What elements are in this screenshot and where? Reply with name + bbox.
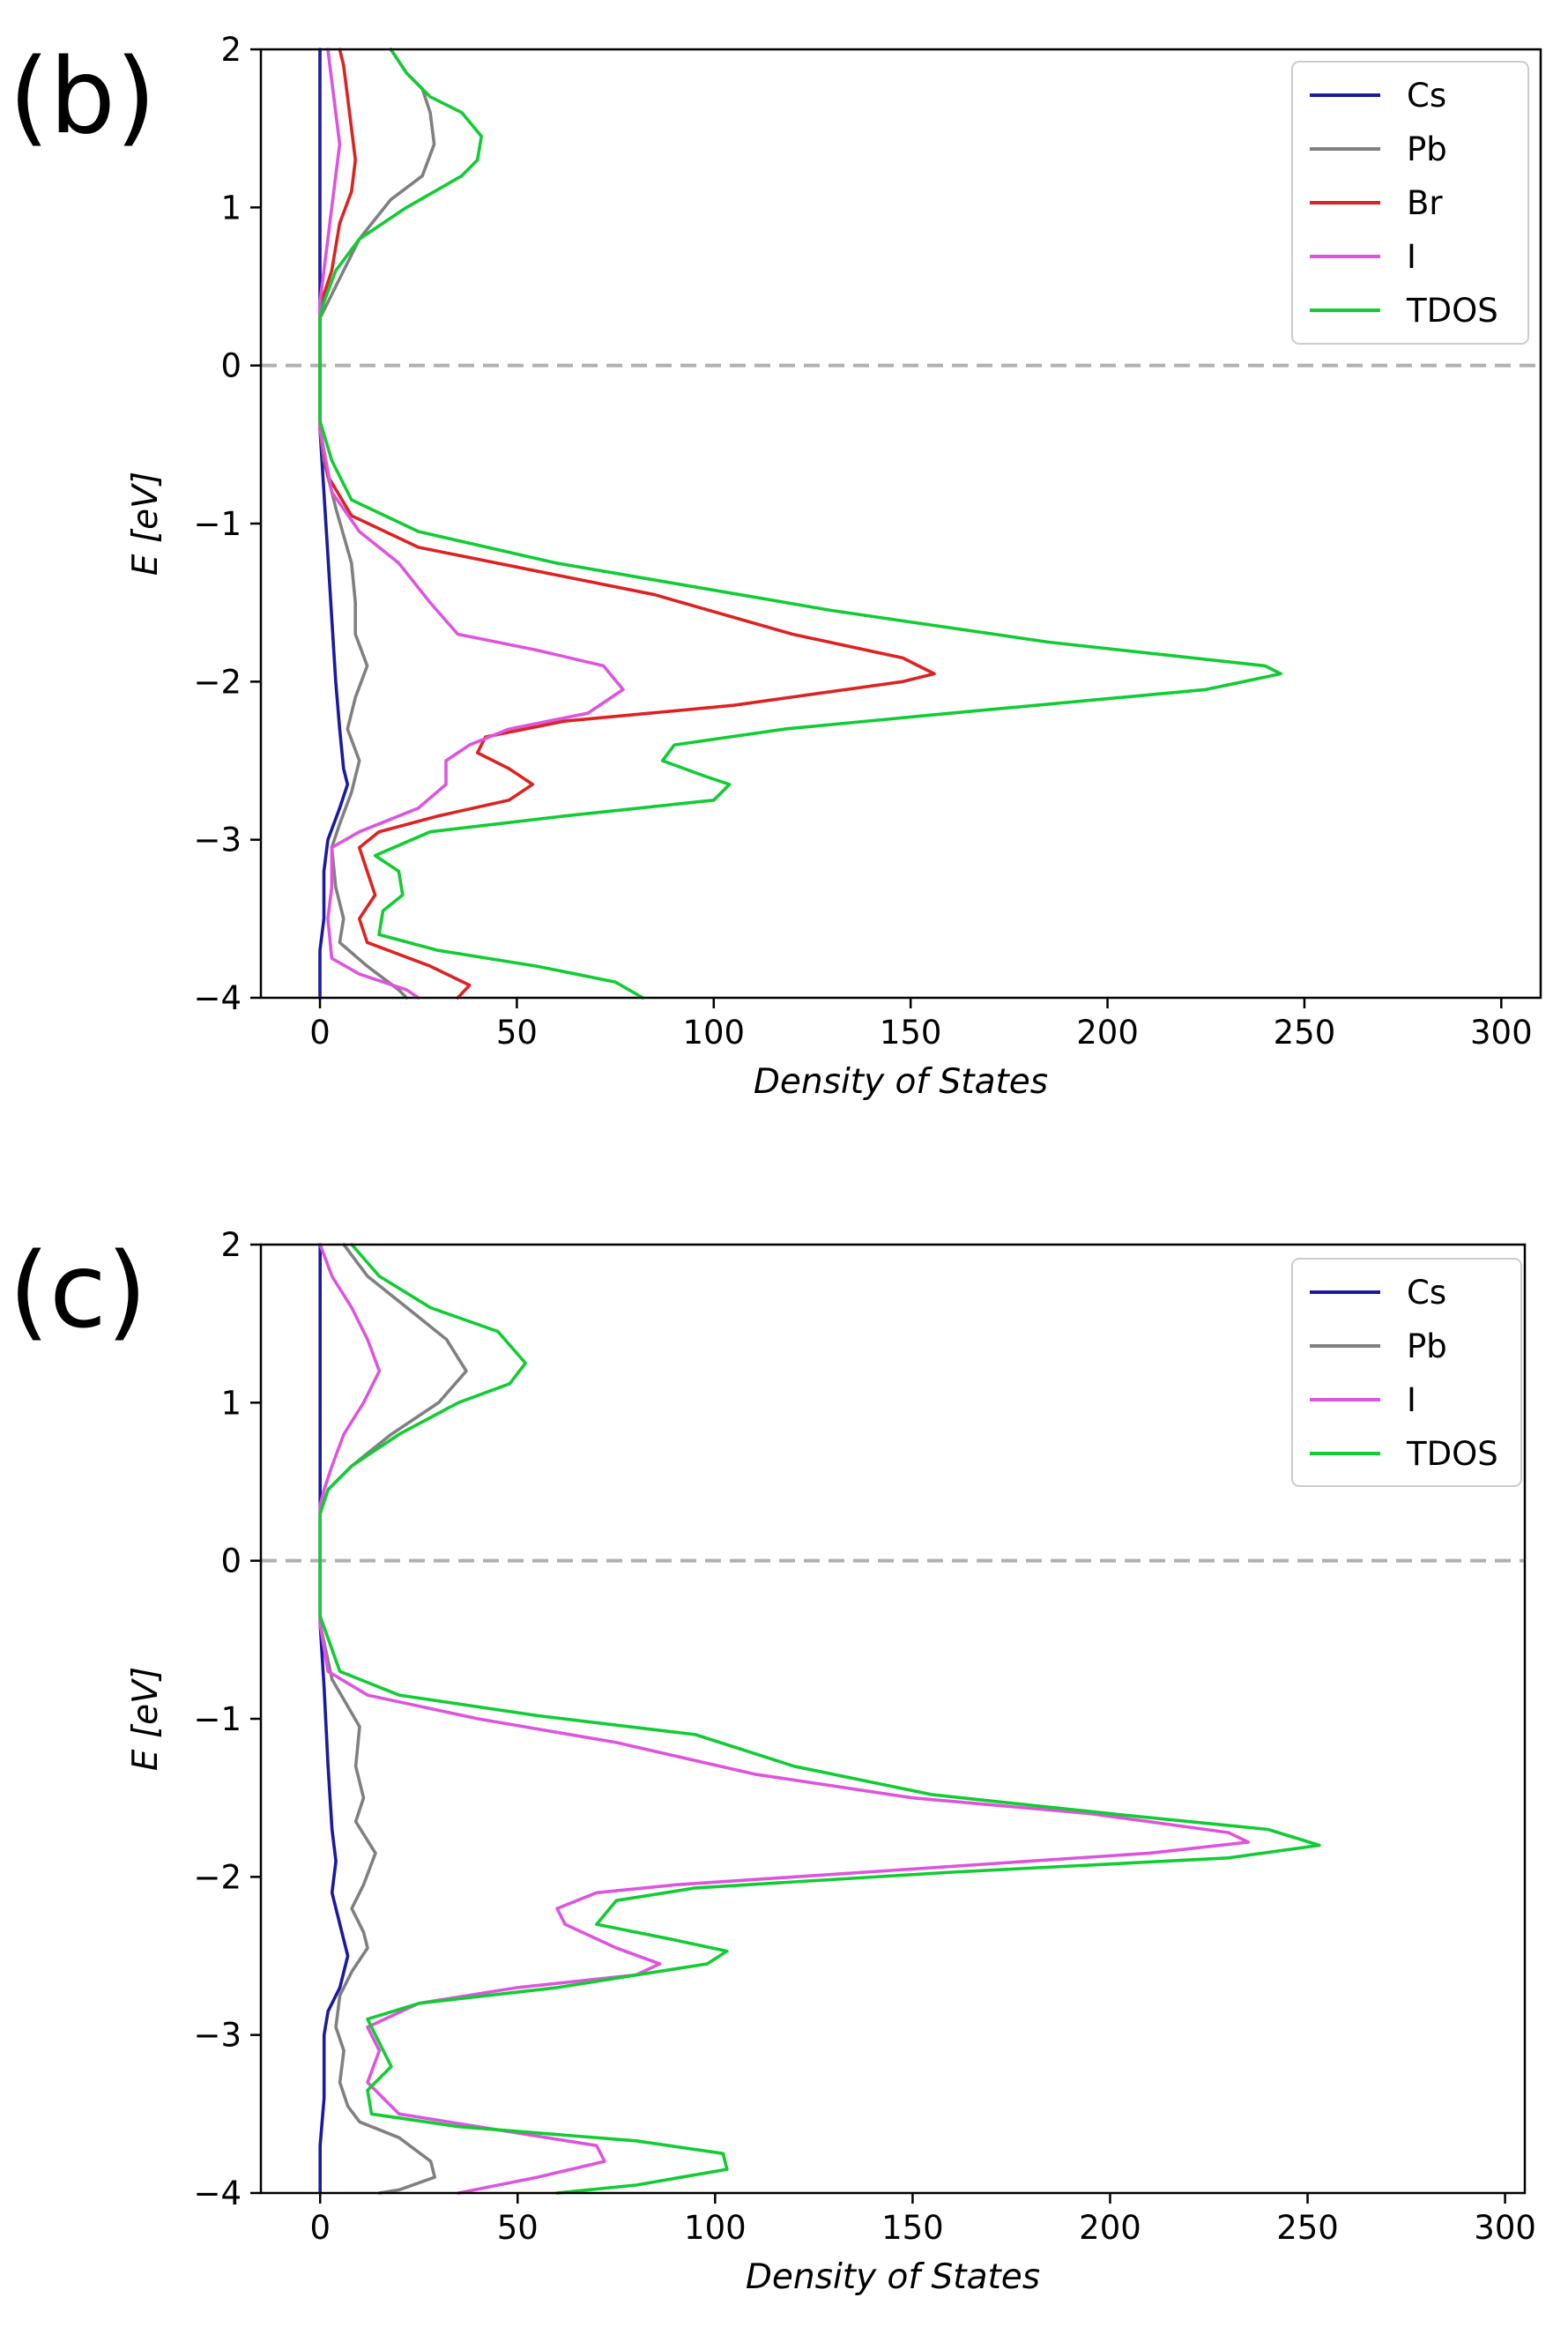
x-tick-label: 100 — [682, 1014, 745, 1052]
y-tick-label: −4 — [193, 2175, 242, 2212]
y-tick-label: 1 — [220, 1384, 242, 1422]
y-tick-label: 1 — [220, 189, 242, 227]
x-tick-label: 0 — [309, 2209, 331, 2247]
legend-box — [1291, 61, 1529, 345]
y-tick-label: −3 — [193, 2017, 242, 2055]
y-tick-label: −3 — [193, 822, 242, 859]
panel-c-chart: (c) 0 50 100 150 200 250 300 −4 −3 −2 −1 0 1 2 Density … — [9, 1226, 1536, 2297]
y-tick-label: 2 — [220, 31, 242, 69]
legend-label-tdos: TDOS — [1406, 1435, 1498, 1473]
y-tick-label: −1 — [193, 1700, 242, 1738]
legend-label-pb: Pb — [1407, 1327, 1447, 1365]
y-tick-label: 2 — [220, 1226, 242, 1264]
legend-box — [1291, 1258, 1522, 1487]
x-tick-label: 50 — [496, 1014, 538, 1052]
legend-label-i: I — [1407, 238, 1416, 276]
panel-label: (c) — [9, 1230, 147, 1351]
y-tick-label: −1 — [193, 505, 242, 543]
series-line-tdos — [318, 1243, 1321, 2195]
x-tick-label: 50 — [497, 2209, 539, 2247]
x-axis-label: Density of States — [746, 2257, 1040, 2297]
series-line-i — [318, 48, 625, 1000]
series-line-tdos — [318, 48, 1282, 1000]
x-tick-label: 300 — [1470, 1014, 1533, 1052]
legend-label-cs: Cs — [1407, 77, 1446, 115]
x-tick-label: 0 — [309, 1014, 331, 1052]
legend: Cs Pb Br I TDOS — [1291, 61, 1529, 345]
y-tick-label: −2 — [193, 663, 242, 701]
x-tick-label: 200 — [1076, 1014, 1139, 1052]
y-tick-label: −4 — [193, 979, 242, 1017]
x-tick-label: 100 — [684, 2209, 747, 2247]
legend-label-pb: Pb — [1407, 130, 1447, 168]
series-line-i — [318, 1243, 1251, 2195]
legend-label-br: Br — [1407, 184, 1443, 222]
panel-label: (b) — [9, 35, 156, 157]
series-line-pb — [318, 1243, 468, 2195]
y-tick-label: −2 — [193, 1858, 242, 1896]
panel-b-chart: (b) 0 50 100 150 200 250 300 −4 −3 −2 −1 0 1 2 Density … — [9, 31, 1542, 1102]
series-line-pb — [318, 48, 436, 1000]
y-tick-label: 0 — [220, 347, 242, 385]
y-axis-label: E [eV] — [126, 1667, 166, 1771]
x-axis-label: Density of States — [754, 1062, 1048, 1102]
legend: Cs Pb I TDOS — [1291, 1258, 1522, 1487]
x-tick-label: 250 — [1276, 2209, 1339, 2247]
series-line-br — [318, 48, 936, 1000]
legend-label-i: I — [1407, 1381, 1416, 1419]
x-tick-label: 200 — [1079, 2209, 1141, 2247]
x-tick-label: 250 — [1274, 1014, 1336, 1052]
x-tick-label: 150 — [881, 2209, 944, 2247]
x-tick-label: 150 — [880, 1014, 942, 1052]
y-axis-label: E [eV] — [126, 472, 166, 576]
legend-label-cs: Cs — [1407, 1274, 1446, 1312]
y-tick-label: 0 — [220, 1543, 242, 1580]
legend-label-tdos: TDOS — [1406, 292, 1498, 330]
x-tick-label: 300 — [1474, 2209, 1536, 2247]
